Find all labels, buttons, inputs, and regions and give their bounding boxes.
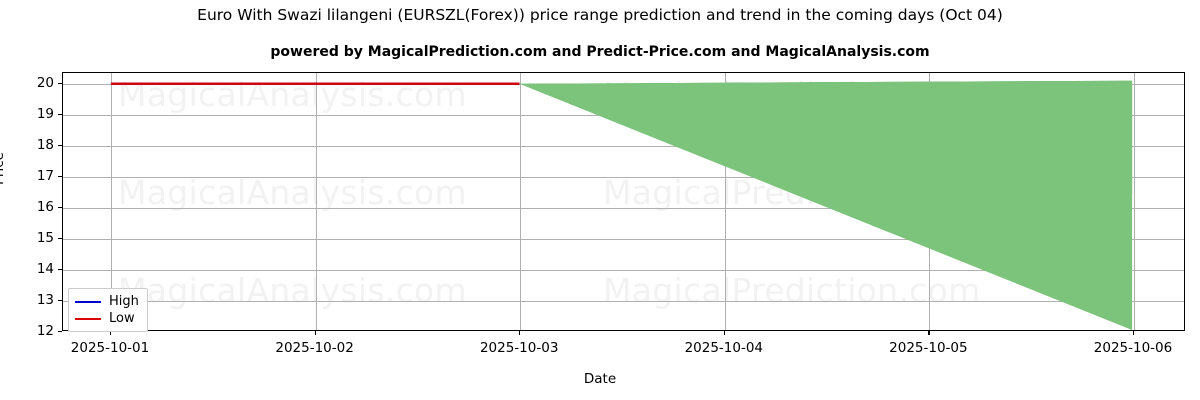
- y-axis-tick-label: 16: [36, 198, 54, 215]
- legend-swatch-low-icon: [75, 317, 101, 320]
- gridline-vertical: [315, 73, 317, 330]
- gridline-horizontal: [63, 145, 1184, 147]
- y-axis-tick-label: 17: [36, 167, 54, 184]
- gridline-vertical: [111, 73, 112, 330]
- legend-swatch-high-icon: [75, 300, 101, 303]
- x-axis-tick-mark: [314, 331, 316, 335]
- x-axis-tick-label: 2025-10-04: [684, 340, 764, 356]
- y-axis-tick-mark: [58, 113, 62, 116]
- x-axis-tick-label: 2025-10-02: [275, 340, 354, 356]
- price-series-group: [110, 82, 520, 85]
- gridline-horizontal: [63, 300, 1184, 302]
- x-axis-tick-mark: [110, 331, 112, 335]
- y-axis-tick-label: 12: [36, 323, 54, 339]
- prediction-band-group: [519, 80, 1133, 330]
- y-axis-tick-mark: [58, 299, 62, 302]
- x-axis-tick-label: 2025-10-06: [1093, 340, 1173, 356]
- gridline-vertical: [520, 73, 522, 330]
- x-axis-tick-label: 2025-10-03: [479, 340, 559, 356]
- y-axis-tick-mark: [58, 237, 62, 240]
- gridline-vertical: [724, 73, 726, 330]
- y-axis-tick-mark: [58, 144, 62, 147]
- y-axis-tick-label: 14: [36, 260, 54, 277]
- y-axis-tick-mark: [58, 206, 62, 209]
- x-axis-tick-label: 2025-10-05: [889, 340, 968, 356]
- gridline-vertical: [1134, 73, 1135, 330]
- chart-legend: High Low: [68, 288, 148, 332]
- y-axis-tick-mark: [58, 268, 62, 271]
- x-axis-tick-mark: [928, 331, 930, 335]
- y-axis-label: Price: [0, 152, 7, 185]
- legend-item-low[interactable]: Low: [75, 310, 139, 327]
- x-axis-tick-label: 2025-10-01: [70, 340, 150, 356]
- x-axis-tick-mark: [1133, 331, 1135, 335]
- y-axis-tick-label: 15: [36, 229, 54, 246]
- x-axis-label: Date: [583, 371, 617, 387]
- legend-label: Low: [109, 311, 135, 326]
- chart-title: Euro With Swazi lilangeni (EURSZL(Forex)…: [197, 6, 1003, 24]
- y-axis-tick-label: 18: [36, 136, 54, 153]
- y-axis-tick-mark: [58, 82, 62, 85]
- gridline-horizontal: [63, 207, 1184, 209]
- x-axis-tick-mark: [723, 331, 726, 335]
- gridline-horizontal: [63, 238, 1184, 240]
- y-axis-tick-label: 19: [36, 105, 54, 122]
- gridline-horizontal: [63, 176, 1184, 178]
- gridline-horizontal: [63, 269, 1184, 271]
- chart-subtitle: powered by MagicalPrediction.com and Pre…: [270, 44, 930, 60]
- plot-area: MagicalAnalysis.comMagicalPrediction.com…: [62, 72, 1185, 331]
- legend-label: High: [109, 294, 139, 309]
- y-axis-tick-mark: [58, 331, 62, 333]
- y-axis-tick-mark: [58, 175, 62, 178]
- legend-item-high[interactable]: High: [75, 293, 139, 310]
- y-axis-tick-label: 13: [36, 291, 54, 308]
- y-axis-tick-label: 20: [36, 74, 54, 91]
- x-axis-tick-mark: [519, 331, 521, 335]
- prediction-band-wide: [519, 80, 1133, 330]
